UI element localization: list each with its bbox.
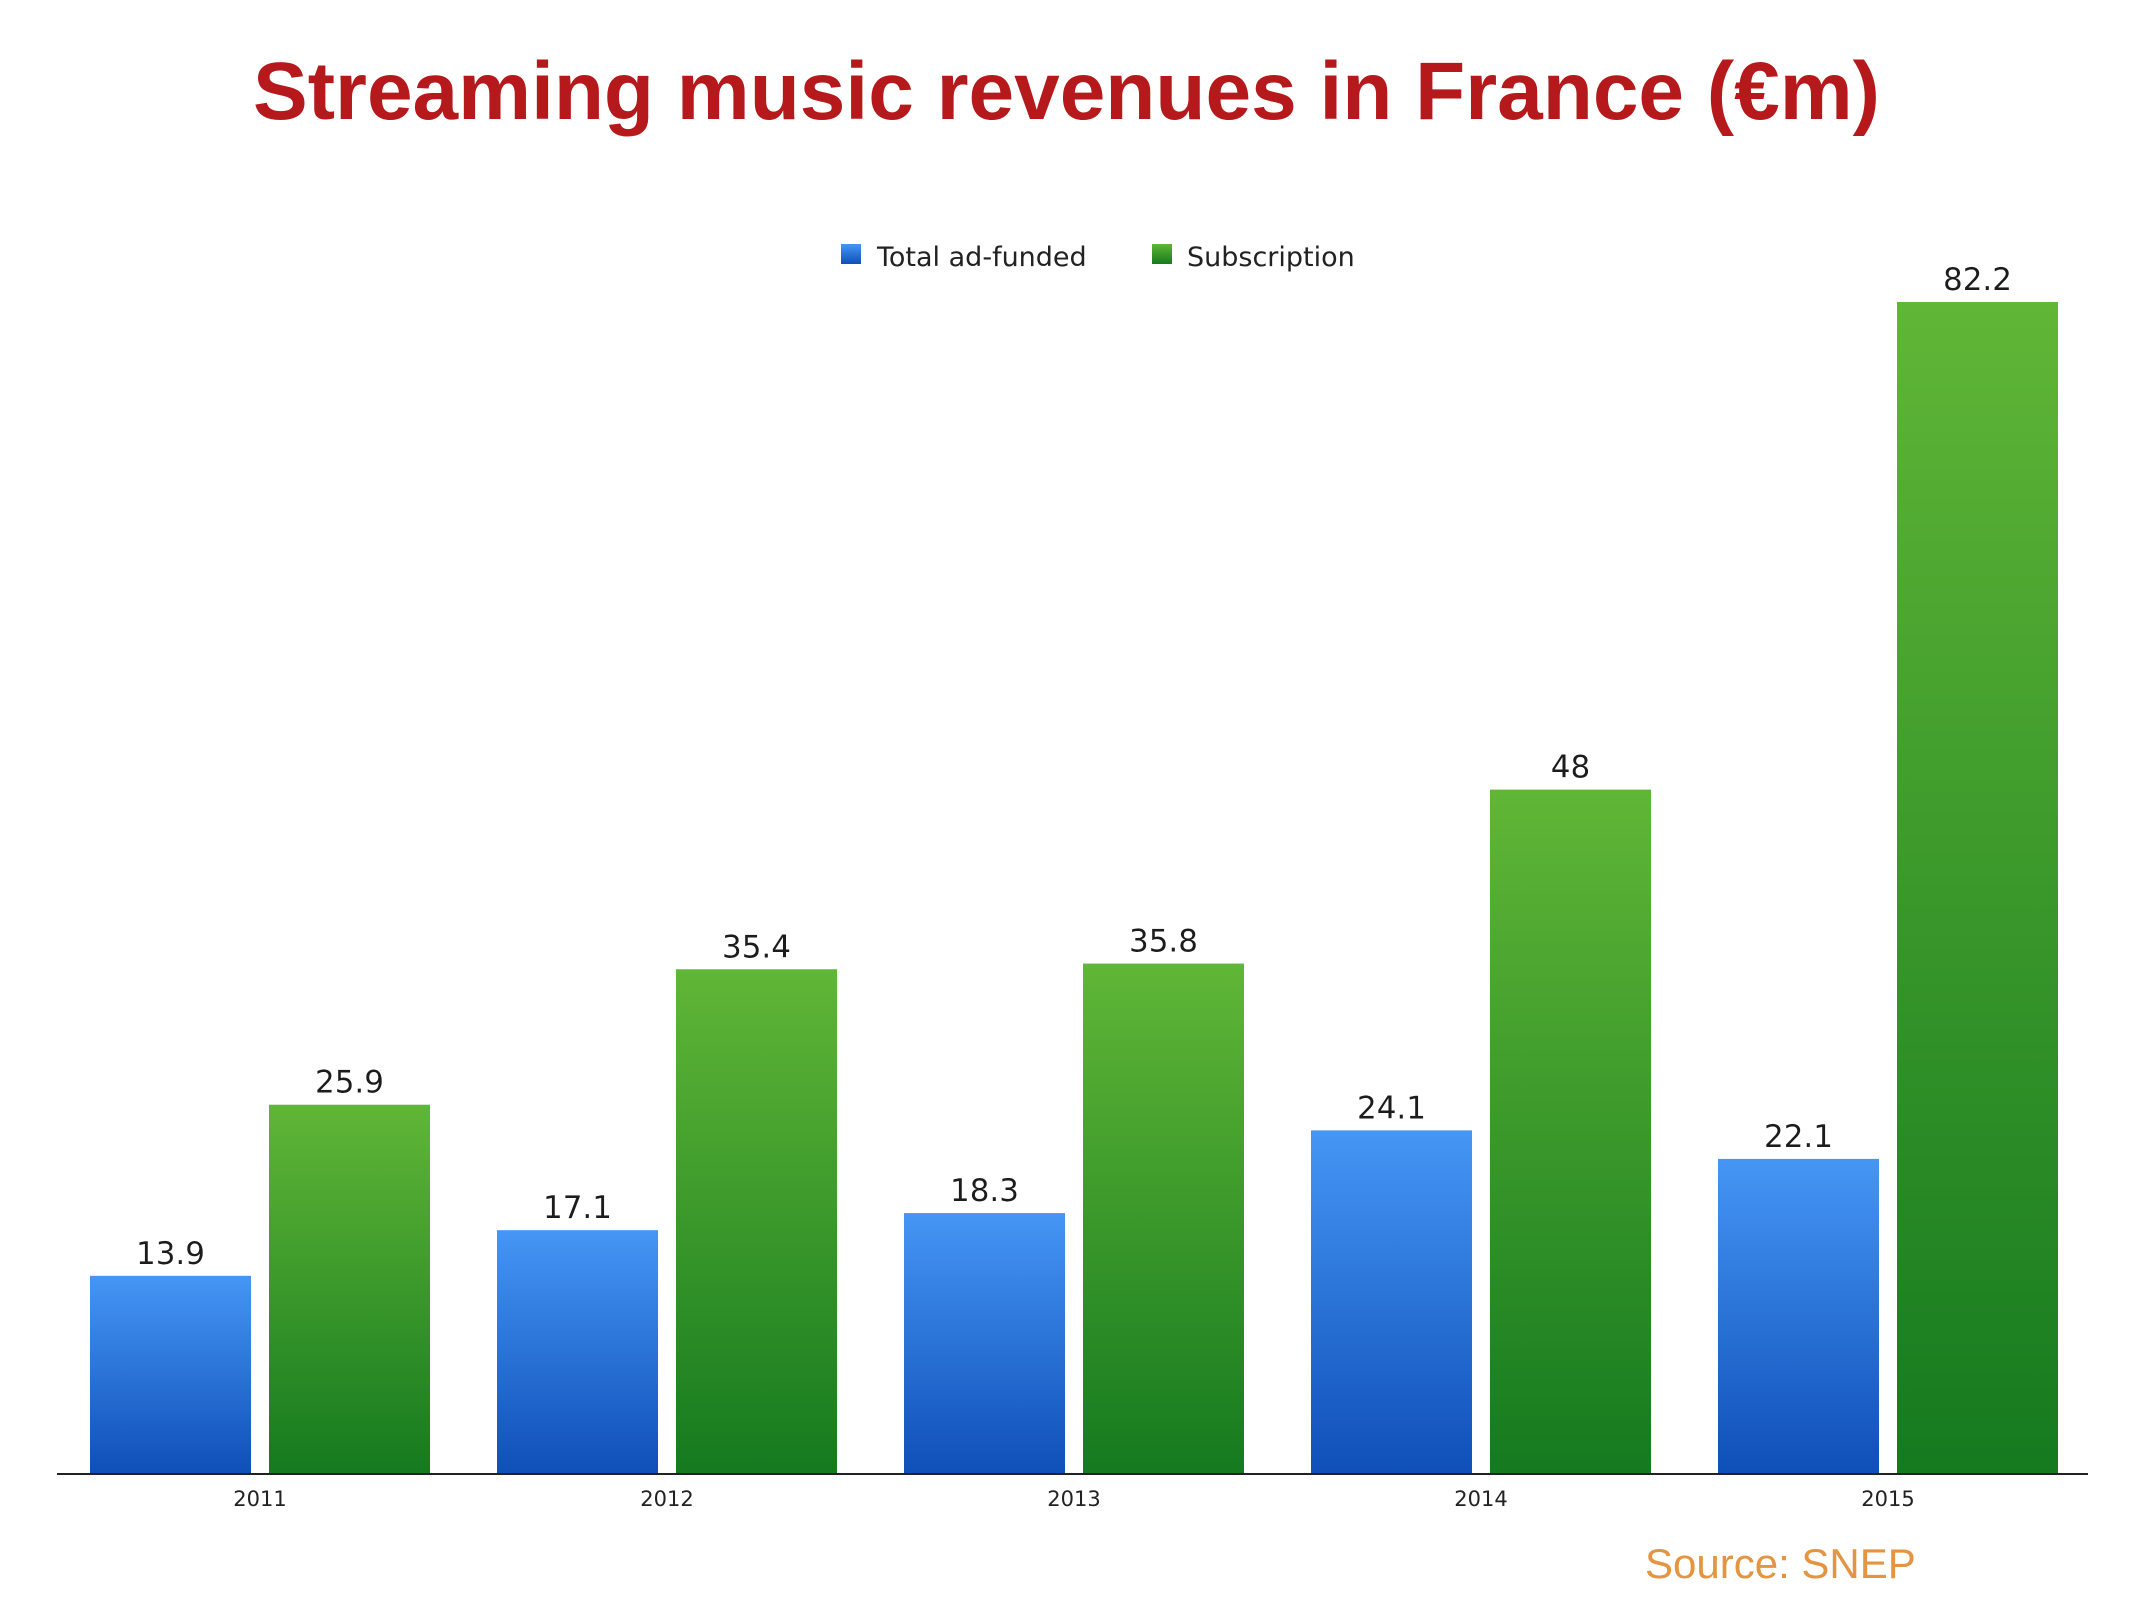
data-labels-group: 13.9 25.9 17.1 35.4 18.3 35.8 24.1 48 22.1 82.2 [136,262,2012,1272]
source-note: Source: SNEP [1645,1540,1916,1587]
bar-subscription-2012 [676,969,837,1474]
x-tick-label-2011: 2011 [233,1487,286,1511]
x-tick-label-2013: 2013 [1047,1487,1100,1511]
data-label-ad-funded-2011: 13.9 [136,1236,205,1272]
legend: Total ad-funded Subscription [841,242,1355,273]
bar-subscription-2014 [1490,789,1651,1474]
legend-swatch-ad-funded [841,244,861,264]
bar-ad-funded-2011 [90,1275,251,1474]
legend-label-subscription: Subscription [1187,242,1355,273]
data-label-ad-funded-2013: 18.3 [950,1173,1019,1209]
legend-swatch-subscription [1152,244,1172,264]
data-label-subscription-2014: 48 [1551,750,1590,786]
data-label-subscription-2011: 25.9 [315,1065,384,1101]
x-tick-label-2015: 2015 [1861,1487,1914,1511]
bar-ad-funded-2014 [1311,1130,1472,1474]
data-label-ad-funded-2015: 22.1 [1764,1119,1833,1155]
x-tick-label-2014: 2014 [1454,1487,1507,1511]
bar-ad-funded-2015 [1718,1158,1879,1474]
data-label-ad-funded-2012: 17.1 [543,1190,612,1226]
bar-ad-funded-2012 [497,1230,658,1474]
legend-label-ad-funded: Total ad-funded [876,242,1087,273]
chart-title: Streaming music revenues in France (€m) [253,46,1880,137]
bar-ad-funded-2013 [904,1213,1065,1474]
data-label-subscription-2015: 82.2 [1943,262,2012,298]
bar-subscription-2013 [1083,963,1244,1474]
bar-subscription-2015 [1897,302,2058,1474]
data-label-ad-funded-2014: 24.1 [1357,1090,1426,1126]
data-label-subscription-2013: 35.8 [1129,924,1198,960]
bars-group [90,302,2058,1474]
x-tick-labels-group: 2011 2012 2013 2014 2015 [233,1487,1914,1511]
data-label-subscription-2012: 35.4 [722,929,791,965]
x-tick-label-2012: 2012 [640,1487,693,1511]
bar-subscription-2011 [269,1104,430,1474]
